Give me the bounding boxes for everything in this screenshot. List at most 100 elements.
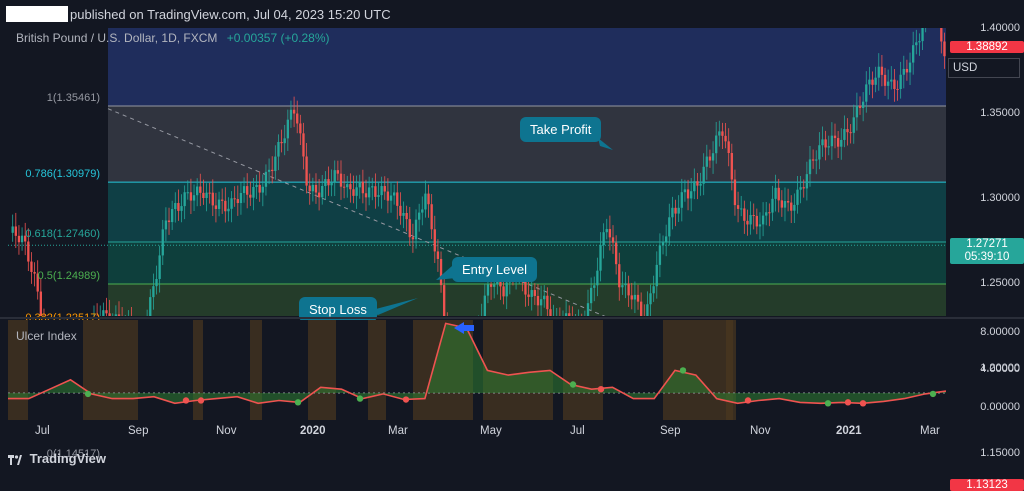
indicator-pane[interactable]: [8, 320, 946, 420]
candle-body: [224, 200, 227, 212]
take-profit-pointer: [598, 138, 613, 150]
signal-dot: [679, 367, 687, 374]
indicator-tick: 8.00000: [980, 325, 1020, 338]
candle-body: [20, 235, 24, 243]
candle-body: [808, 159, 812, 175]
price-tick: 1.30000: [980, 191, 1020, 204]
pane-divider[interactable]: [0, 317, 1024, 319]
candle-body: [333, 170, 336, 183]
time-tick: 2021: [836, 425, 862, 437]
candle-body: [249, 194, 252, 198]
candle-body: [611, 237, 615, 243]
signal-dot: [597, 386, 605, 393]
candle-body: [680, 192, 683, 208]
candle-body: [683, 189, 687, 193]
candle-body: [183, 192, 186, 207]
candle-body: [696, 181, 699, 186]
candle-body: [214, 205, 218, 209]
time-tick: 2020: [300, 425, 326, 437]
candle-body: [758, 224, 762, 227]
candle-body: [527, 294, 530, 297]
take-profit-callout[interactable]: Take Profit: [520, 117, 602, 142]
candle-body: [252, 187, 255, 198]
candle-body: [392, 192, 396, 196]
candle-body: [217, 199, 221, 209]
candle-body: [599, 245, 602, 271]
candle-body: [943, 41, 946, 57]
candle-body: [865, 84, 868, 102]
fib-label: 1(1.35461): [46, 91, 100, 104]
candle-body: [546, 295, 549, 310]
candle-body: [189, 192, 193, 201]
candle-body: [27, 241, 30, 262]
ulcer-index-chart[interactable]: [8, 320, 946, 420]
candle-body: [908, 62, 912, 73]
candle-body: [724, 135, 727, 142]
candle-body: [743, 208, 746, 221]
candle-body: [199, 186, 202, 193]
candle-body: [765, 212, 768, 216]
candle-body: [161, 229, 164, 256]
time-tick: Nov: [216, 425, 237, 437]
time-tick: Jul: [570, 425, 585, 437]
candle-body: [861, 101, 865, 108]
candle-body: [921, 28, 924, 42]
symbol-header[interactable]: British Pound / U.S. Dollar, 1D, FXCM +0…: [16, 31, 330, 45]
candle-body: [627, 283, 630, 296]
candle-body: [317, 192, 321, 198]
candle-body: [730, 152, 733, 180]
entry-level-pointer: [436, 266, 456, 280]
candle-body: [371, 186, 374, 188]
indicator-axis[interactable]: 8.00000 4.00000 0.00000: [946, 320, 1024, 420]
candle-body: [536, 295, 540, 306]
candle-body: [902, 68, 905, 75]
signal-dot: [84, 390, 92, 398]
candle-body: [674, 207, 677, 214]
candle-body: [711, 153, 715, 161]
candle-body: [805, 174, 809, 189]
drawdown-band: [563, 320, 603, 420]
currency-selector[interactable]: USD: [948, 58, 1020, 78]
entry-level-callout[interactable]: Entry Level: [452, 257, 538, 282]
candle-body: [152, 286, 155, 298]
candle-body: [818, 145, 821, 160]
drawdown-band: [250, 320, 262, 420]
candle-body: [868, 79, 871, 85]
candle-body: [786, 201, 790, 203]
candle-body: [205, 192, 208, 199]
candle-body: [605, 229, 608, 233]
signal-dot: [929, 390, 937, 398]
signal-dot: [859, 400, 867, 407]
candle-body: [355, 187, 358, 196]
candle-body: [436, 251, 440, 259]
candle-body: [746, 220, 749, 225]
candle-body: [164, 220, 168, 230]
candle-body: [652, 286, 655, 294]
tradingview-logo-icon: [8, 454, 22, 465]
drawdown-band: [308, 320, 336, 420]
candle-body: [430, 204, 433, 230]
candle-body: [708, 156, 712, 161]
indicator-title[interactable]: Ulcer Index: [16, 329, 77, 343]
candle-body: [624, 283, 627, 286]
candle-body: [755, 215, 758, 227]
candle-body: [427, 193, 430, 205]
candle-body: [311, 184, 315, 192]
fib-label: 0(1.14517): [46, 448, 100, 460]
indicator-tick: 4.00000: [980, 363, 1020, 376]
candle-body: [280, 141, 283, 144]
candle-body: [790, 202, 793, 211]
price-axis[interactable]: USD 1.40000 1.35000 1.30000 1.25000 1.20000 1…: [946, 22, 1024, 491]
candle-body: [380, 186, 383, 196]
candle-body: [327, 179, 330, 186]
candle-body: [524, 278, 527, 295]
candle-body: [314, 184, 318, 193]
candle-body: [736, 205, 740, 209]
candle-body: [346, 184, 349, 188]
candle-body: [242, 186, 246, 193]
candle-body: [321, 186, 324, 198]
candle-body: [308, 185, 311, 192]
candle-body: [117, 314, 121, 316]
candle-body: [155, 278, 158, 287]
candle-body: [292, 109, 296, 114]
